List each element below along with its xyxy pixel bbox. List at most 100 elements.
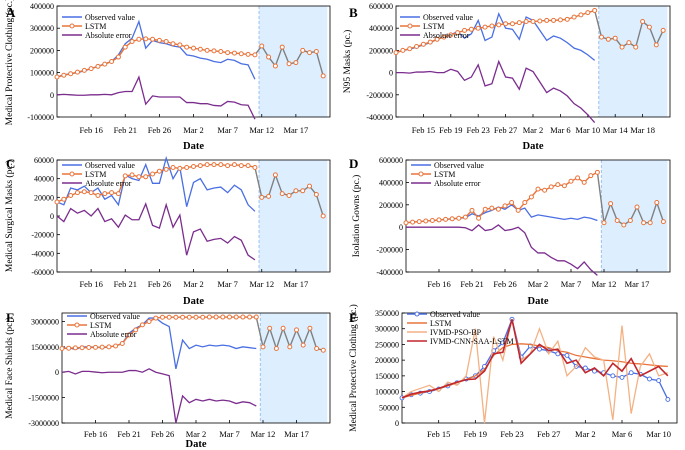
lstm-point (660, 27, 666, 33)
lstm-point (653, 42, 659, 48)
panel-E: -3000000 -1500000 0 1500000 3000000 Feb 16 Feb… (4, 310, 331, 450)
legend-label: Absolute error (423, 31, 470, 40)
x-tick-label: Feb 23 (500, 429, 523, 439)
x-tick-label: Feb 16 (427, 279, 450, 289)
y-tick-label: 300000 (375, 325, 399, 334)
lstm-point (641, 220, 647, 226)
legend-label: IVMD-PSO-BP (430, 328, 482, 337)
lstm-point (156, 37, 162, 43)
x-axis-label: Date (528, 296, 549, 307)
lstm-point (537, 18, 543, 24)
lstm-point (184, 164, 190, 170)
lstm-point (592, 7, 598, 13)
legend-marker (414, 311, 420, 317)
lstm-point (266, 193, 272, 199)
y-tick-label: 400000 (379, 178, 403, 187)
observed-point (537, 346, 542, 352)
lstm-point (571, 14, 577, 20)
lstm-point (218, 162, 224, 168)
lstm-point (122, 44, 128, 50)
lstm-point (259, 43, 265, 49)
lstm-point (231, 162, 237, 168)
lstm-point (213, 314, 219, 320)
x-tick-label: Feb 21 (117, 429, 140, 439)
lstm-point (320, 213, 326, 219)
lstm-point (74, 69, 80, 75)
lstm-point (119, 340, 125, 346)
lstm-point (225, 163, 231, 169)
y-axis-label: Medical Protective Clothing (pc.) (348, 304, 359, 432)
x-tick-label: Mar 12 (592, 279, 617, 289)
lstm-point (621, 222, 627, 228)
lstm-point (231, 50, 237, 56)
lstm-point (581, 179, 587, 185)
lstm-point (462, 27, 467, 33)
lstm-point (614, 217, 620, 223)
lstm-point (601, 220, 607, 226)
y-tick-label: -1500000 (28, 394, 59, 403)
lstm-point (293, 60, 299, 66)
lstm-point (400, 47, 406, 53)
x-tick-label: Feb 15 (427, 429, 450, 439)
x-tick-label: Feb 21 (114, 279, 137, 289)
lstm-point (555, 182, 561, 188)
lstm-point (102, 191, 108, 197)
x-tick-label: Feb 16 (84, 429, 107, 439)
lstm-point (106, 344, 112, 350)
lstm-point (136, 36, 142, 42)
panel-D: -400000 -200000 0 200000 400000 600000 Feb 16 F… (349, 156, 671, 307)
lstm-point (496, 22, 502, 28)
x-tick-label: Mar 12 (251, 429, 276, 439)
y-tick-label: -20000 (31, 231, 54, 240)
legend-marker (407, 23, 413, 29)
lstm-point (129, 172, 135, 178)
y-tick-label: -40000 (31, 249, 54, 258)
lstm-point (626, 40, 632, 46)
observed-point (619, 374, 625, 380)
y-tick-label: 20000 (34, 193, 54, 202)
lstm-point (578, 12, 584, 18)
y-tick-label: 150000 (375, 372, 399, 381)
panel-A: -100000 0 100000 200000 300000 400000 Feb 16 Fe… (4, 0, 331, 152)
lstm-point (420, 41, 426, 47)
lstm-point (551, 17, 557, 23)
lstm-point (640, 19, 646, 25)
legend-label: LSTM (90, 321, 111, 330)
y-tick-label: 60000 (34, 156, 54, 165)
lstm-point (502, 203, 508, 209)
y-axis-label: Medical Protective Clothing (pc.) (4, 0, 15, 125)
lstm-point (286, 192, 292, 198)
observed-point (592, 368, 597, 374)
lstm-point (99, 344, 105, 350)
lstm-point (68, 192, 74, 198)
lstm-point (416, 219, 422, 225)
lstm-point (575, 175, 581, 181)
lstm-point (287, 344, 293, 350)
lstm-point (163, 166, 169, 172)
lstm-point (469, 207, 475, 213)
observed-point (665, 396, 671, 402)
x-tick-label: Feb 19 (439, 125, 462, 135)
lstm-point (427, 39, 433, 45)
legend-label: Observed value (430, 310, 480, 319)
legend-label: Absolute error (85, 31, 132, 40)
lstm-point (599, 34, 604, 40)
lstm-point (109, 190, 115, 196)
x-axis-label: Date (186, 439, 207, 450)
x-tick-label: Mar 12 (249, 125, 274, 135)
x-tick-label: Mar 14 (603, 125, 629, 135)
x-tick-label: Feb 19 (464, 429, 487, 439)
x-tick-label: Mar 17 (283, 279, 308, 289)
y-tick-label: 200000 (379, 201, 403, 210)
lstm-point (561, 183, 567, 189)
x-axis-label: Date (523, 141, 544, 152)
legend-label: LSTM (423, 22, 444, 31)
lstm-point (184, 44, 190, 50)
y-tick-label: 200000 (375, 356, 399, 365)
lstm-point (240, 314, 246, 320)
lstm-point (238, 51, 244, 57)
panel-label: C (6, 156, 15, 171)
lstm-point (143, 36, 149, 42)
lstm-point (495, 206, 501, 212)
